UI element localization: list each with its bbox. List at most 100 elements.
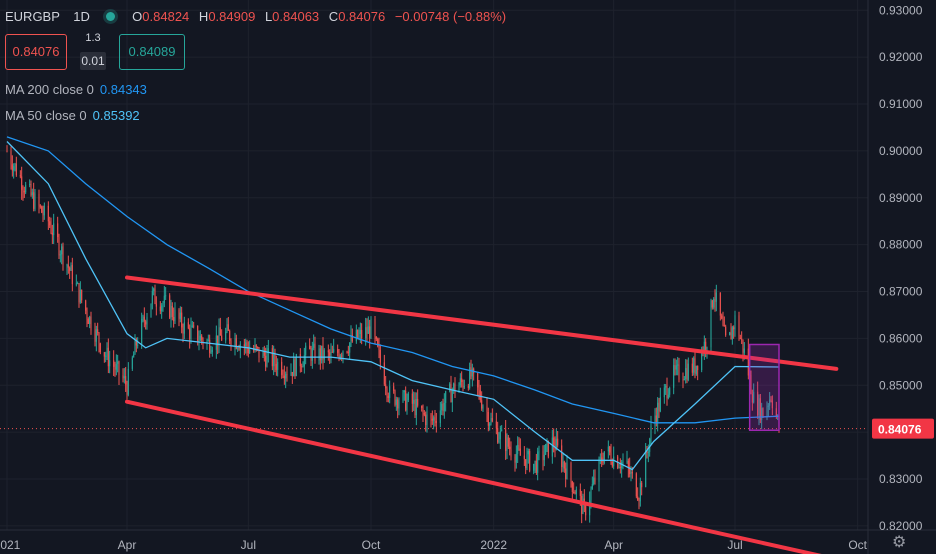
candle-body: [265, 355, 267, 367]
lot-size-input[interactable]: 0.01: [80, 52, 106, 70]
candle-body: [678, 364, 680, 380]
candle-body: [295, 353, 297, 377]
candle-body: [299, 353, 301, 367]
candle-body: [361, 329, 363, 339]
candle-body: [374, 318, 376, 338]
candle-body: [69, 267, 71, 271]
candle-body: [619, 467, 621, 469]
candle-body: [627, 460, 629, 468]
close-value: 0.84076: [338, 9, 386, 24]
candle-body: [454, 383, 456, 393]
ma50-value: 0.85392: [92, 108, 140, 123]
candle-body: [543, 454, 545, 461]
candle-body: [135, 339, 137, 346]
candle-body: [133, 354, 135, 358]
candle-body: [442, 403, 444, 412]
candle-body: [106, 347, 108, 356]
candle-body: [178, 309, 180, 319]
candle-body: [743, 348, 745, 353]
candle-body: [673, 365, 675, 388]
candle-body: [579, 489, 581, 496]
candle-body: [510, 449, 512, 457]
candle-body: [443, 402, 445, 412]
x-tick-label: Jul: [241, 538, 256, 552]
ma50-line: [6, 141, 780, 471]
y-tick-label: 0.92000: [879, 50, 923, 64]
candle-body: [11, 164, 13, 171]
candle-body: [95, 329, 97, 342]
candle-body: [750, 375, 752, 395]
candle-body: [127, 368, 129, 395]
candle-body: [274, 352, 276, 364]
candle-body: [67, 264, 69, 268]
candle-body: [481, 400, 483, 409]
candle-body: [657, 402, 659, 423]
candle-body: [611, 462, 613, 467]
timeframe[interactable]: 1D: [73, 9, 90, 24]
candle-body: [337, 349, 339, 353]
candle-body: [191, 325, 193, 327]
candle-body: [31, 192, 33, 196]
candle-body: [563, 461, 565, 469]
candle-body: [538, 451, 540, 453]
candle-body: [266, 352, 268, 367]
candle-body: [771, 400, 773, 409]
buy-button[interactable]: 0.84089: [119, 34, 185, 70]
candle-body: [387, 395, 389, 398]
candle-body: [169, 295, 171, 318]
x-tick-label: Apr: [604, 538, 623, 552]
candle-body: [663, 387, 665, 398]
candle-body: [739, 337, 741, 339]
candle-body: [359, 329, 361, 335]
candle-body: [219, 327, 221, 336]
candle-body: [461, 378, 463, 383]
candle-body: [575, 489, 577, 495]
candle-body: [159, 306, 161, 312]
candle-body: [769, 399, 771, 406]
y-tick-label: 0.86000: [879, 331, 923, 345]
symbol-name[interactable]: EURGBP: [5, 9, 60, 24]
candle-body: [71, 265, 73, 285]
candle-body: [490, 418, 492, 424]
gear-icon[interactable]: ⚙: [892, 534, 907, 551]
candle-body: [598, 458, 600, 482]
open-value: 0.84824: [142, 9, 190, 24]
candle-body: [58, 237, 60, 256]
price-axis: [868, 0, 936, 554]
candle-body: [725, 326, 727, 336]
high-label: H: [198, 9, 209, 24]
candle-body: [498, 439, 500, 443]
candle-body: [126, 384, 128, 395]
candle-body: [329, 352, 331, 356]
candle-body: [339, 355, 341, 359]
candle-body: [695, 365, 697, 374]
candle-body: [526, 454, 528, 469]
candle-body: [62, 246, 64, 265]
candle-body: [285, 374, 287, 379]
candle-body: [570, 463, 572, 482]
trendline-lower: [125, 399, 822, 554]
candle-body: [154, 288, 156, 304]
candle-body: [14, 163, 16, 167]
candle-body: [141, 318, 143, 345]
sell-button[interactable]: 0.84076: [5, 34, 67, 70]
candle-body: [761, 408, 763, 420]
candle-body: [22, 189, 24, 192]
x-tick-label: Apr: [118, 538, 137, 552]
candle-body: [445, 391, 447, 403]
ma200-legend[interactable]: MA 200 close 0 0.84343: [5, 82, 147, 97]
candle-body: [741, 338, 743, 340]
candle-body: [733, 327, 735, 330]
low-value: 0.84063: [272, 9, 320, 24]
candle-body: [434, 417, 436, 421]
candle-body: [499, 430, 501, 440]
candle-body: [131, 357, 133, 369]
candle-body: [365, 327, 367, 339]
y-tick-label: 0.88000: [879, 238, 923, 252]
candle-body: [155, 303, 157, 307]
candle-body: [665, 385, 667, 388]
ma50-legend[interactable]: MA 50 close 0 0.85392: [5, 108, 140, 123]
y-tick-label: 0.89000: [879, 191, 923, 205]
candle-body: [542, 451, 544, 461]
